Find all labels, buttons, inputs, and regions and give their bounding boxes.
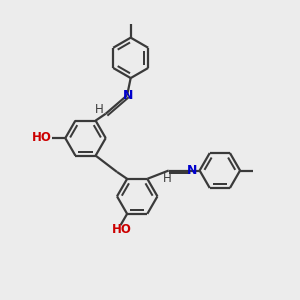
Text: H: H xyxy=(95,103,103,116)
Text: H: H xyxy=(163,172,172,185)
Text: HO: HO xyxy=(32,131,52,144)
Text: N: N xyxy=(187,164,198,177)
Text: N: N xyxy=(122,88,133,101)
Text: HO: HO xyxy=(112,223,132,236)
